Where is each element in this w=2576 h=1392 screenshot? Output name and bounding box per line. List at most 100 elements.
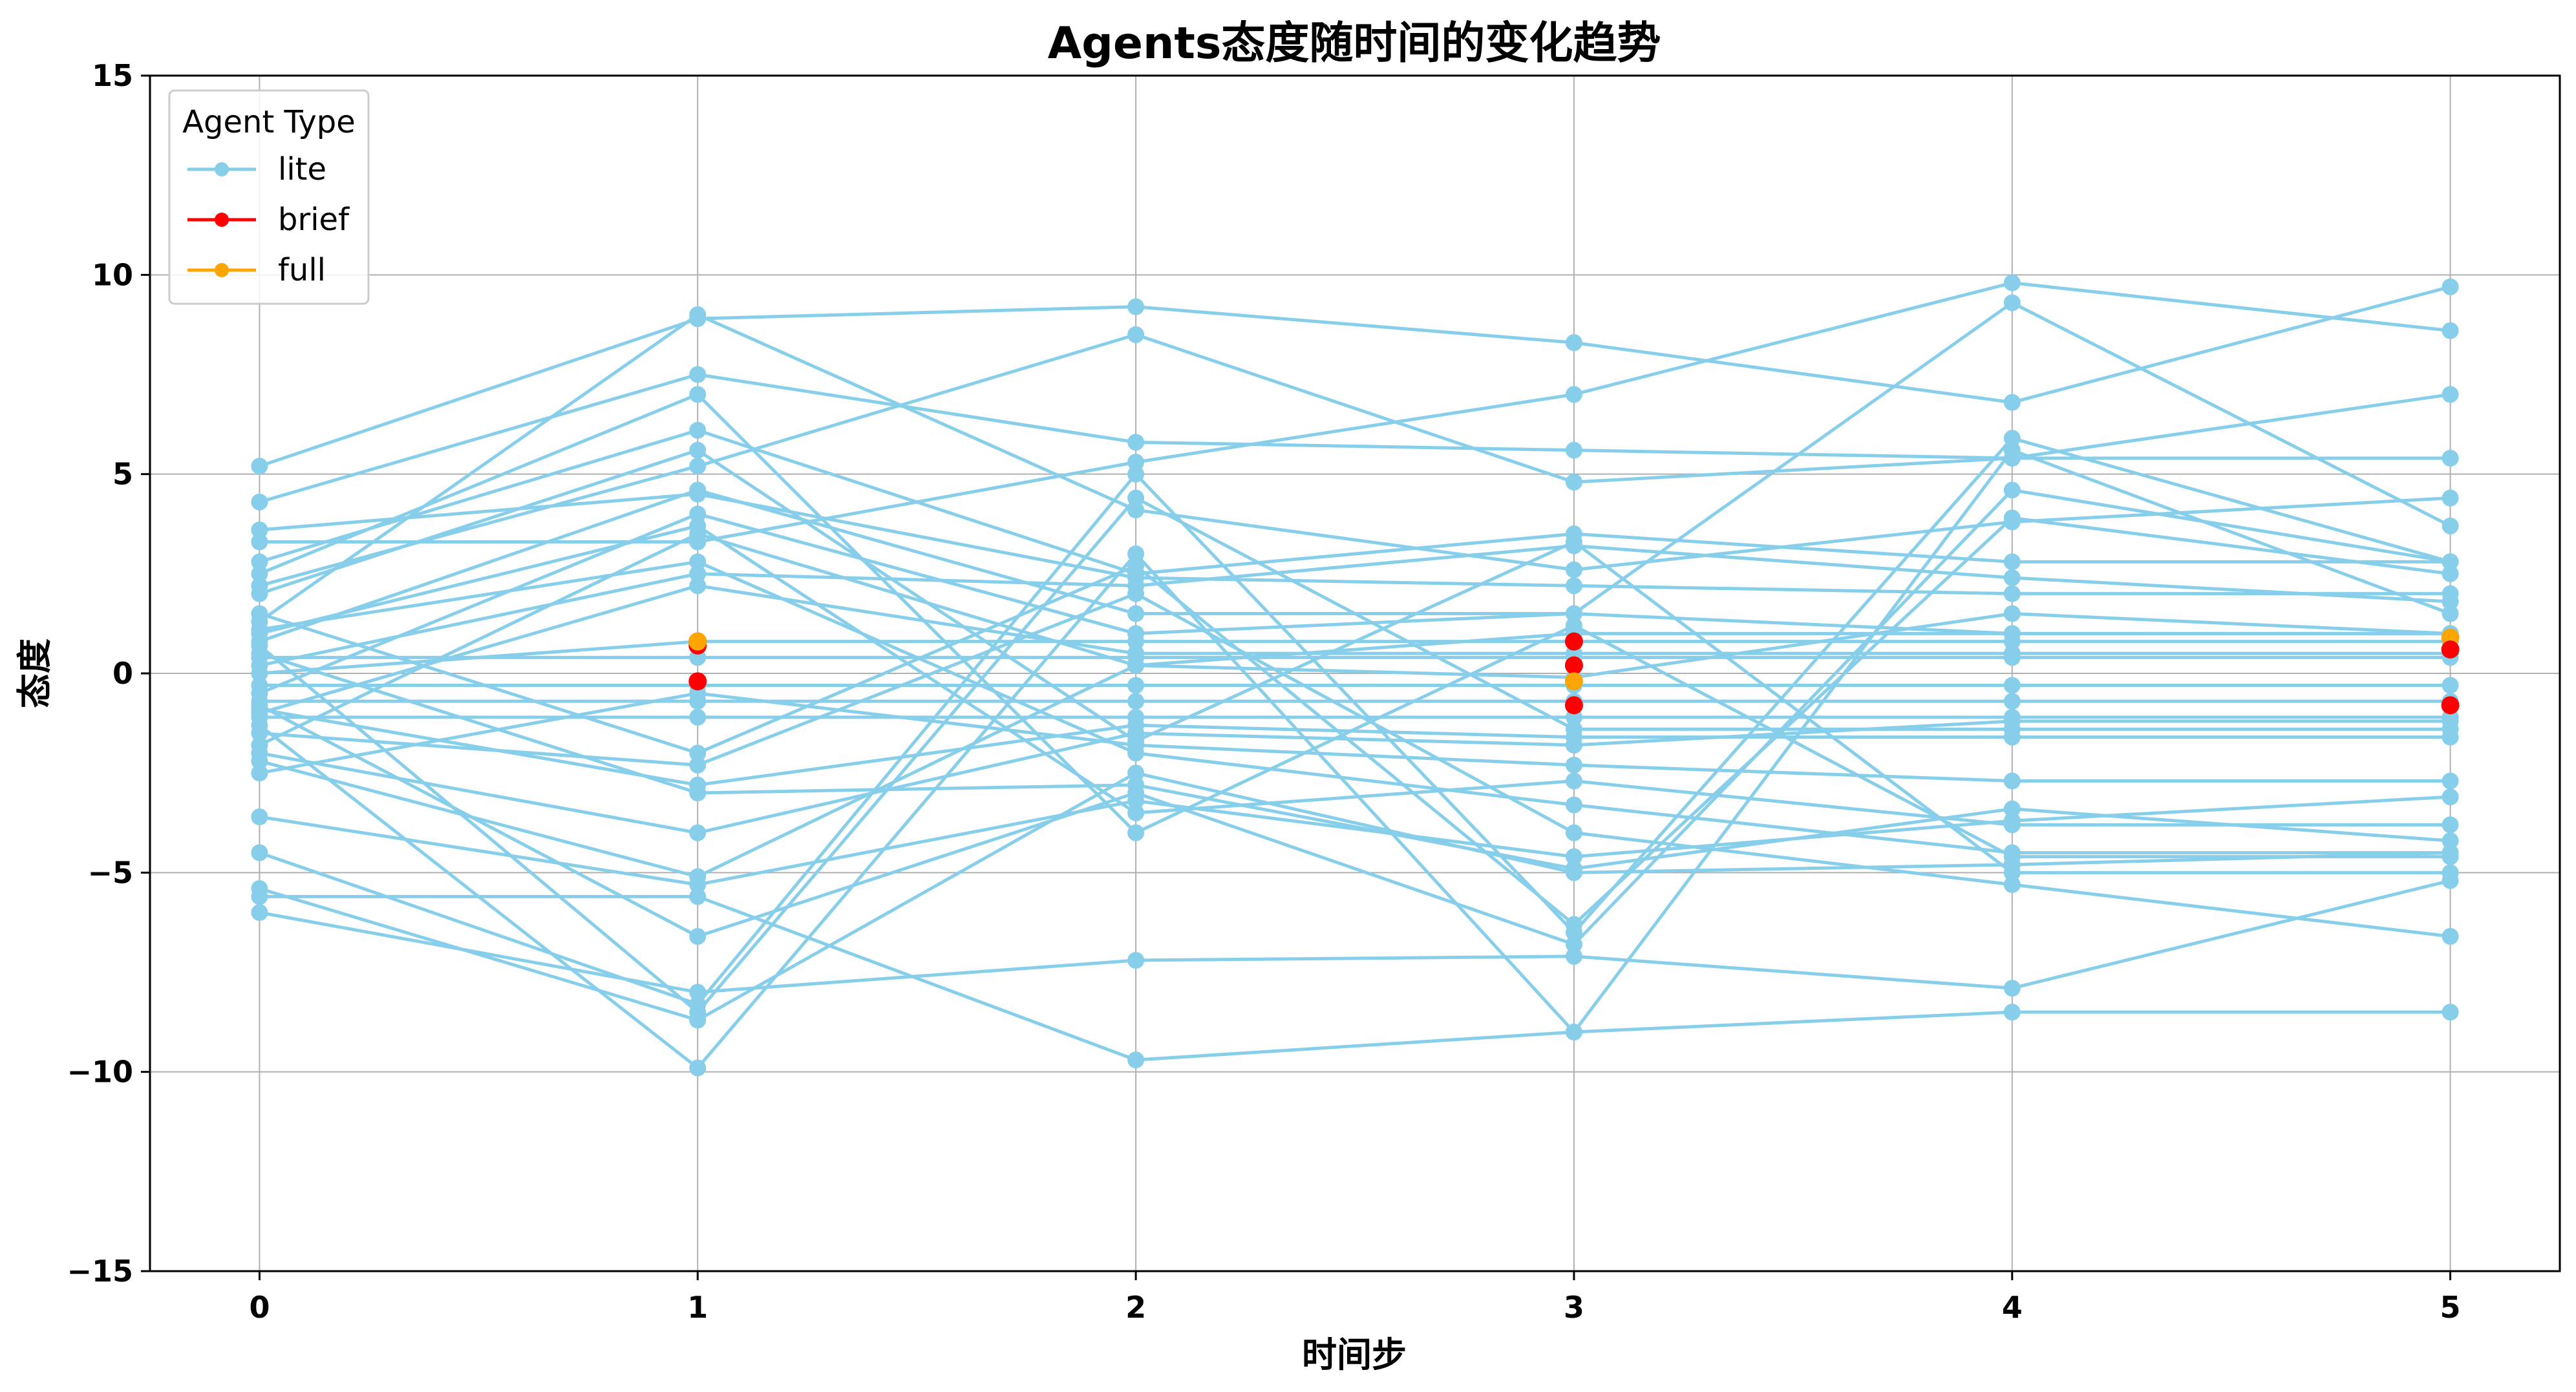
highlight-point-full-3 — [688, 632, 707, 651]
series-point-7-4 — [2003, 569, 2021, 586]
series-point-13-2 — [1127, 465, 1145, 483]
series-point-4-1 — [689, 458, 707, 475]
series-point-15-2 — [1127, 1051, 1145, 1069]
series-point-0-0 — [251, 458, 268, 475]
series-point-33-4 — [2003, 816, 2021, 834]
series-line-17 — [259, 516, 2451, 926]
series-point-31-2 — [1127, 489, 1145, 507]
series-point-19-2 — [1127, 785, 1145, 801]
y-axis-label: 态度 — [14, 638, 55, 708]
x-tick-label-2: 2 — [1125, 1290, 1146, 1325]
series-point-33-3 — [1565, 772, 1582, 790]
series-point-14-2 — [1127, 765, 1145, 782]
series-line-21 — [259, 719, 2451, 835]
series-point-5-3 — [1565, 561, 1582, 578]
series-point-30-0 — [251, 724, 268, 742]
series-point-26-1 — [689, 708, 707, 726]
series-point-23-2 — [1127, 677, 1145, 694]
series-point-32-1 — [689, 868, 707, 885]
series-point-27-3 — [1565, 796, 1582, 814]
series-point-33-2 — [1127, 804, 1145, 821]
series-line-29 — [259, 448, 2451, 874]
series-point-24-4 — [2003, 693, 2021, 710]
legend-entry-lite: lite — [187, 151, 326, 187]
series-point-6-5 — [2442, 517, 2459, 534]
y-tick-label-0: −15 — [67, 1254, 133, 1289]
series-point-18-3 — [1565, 860, 1582, 878]
series-point-20-5 — [2442, 605, 2459, 622]
series-line-14 — [259, 771, 2451, 1022]
series-point-25-4 — [2003, 649, 2021, 666]
series-point-1-1 — [689, 366, 707, 383]
series-point-11-5 — [2442, 772, 2459, 790]
y-tick-label-1: −10 — [67, 1055, 133, 1090]
series-point-28-0 — [251, 522, 268, 538]
series-point-32-4 — [2003, 625, 2021, 642]
series-point-10-4 — [2003, 605, 2021, 622]
legend-entry-full: full — [187, 252, 326, 288]
series-point-5-2 — [1127, 501, 1145, 519]
series-point-34-5 — [2442, 728, 2459, 746]
legend-marker-lite — [215, 162, 229, 176]
series-point-16-2 — [1127, 952, 1145, 969]
series-point-0-3 — [1565, 334, 1582, 352]
series-point-33-1 — [689, 517, 707, 534]
series-point-28-3 — [1565, 577, 1582, 595]
series-point-5-1 — [689, 306, 707, 323]
series-point-29-5 — [2442, 864, 2459, 881]
series-point-20-2 — [1127, 545, 1145, 562]
series-point-28-4 — [2003, 585, 2021, 602]
highlight-point-brief-2 — [688, 672, 707, 691]
series-point-15-0 — [251, 888, 268, 905]
series-point-7-1 — [689, 565, 707, 582]
series-point-16-3 — [1565, 947, 1582, 965]
highlight-point-brief-4 — [1564, 632, 1583, 651]
series-point-29-2 — [1127, 732, 1145, 750]
series-point-12-0 — [251, 808, 268, 825]
series-point-13-4 — [2003, 430, 2021, 447]
series-point-28-5 — [2442, 585, 2459, 602]
series-point-22-2 — [1127, 633, 1145, 650]
series-lines — [258, 281, 2451, 1070]
series-point-19-4 — [2003, 481, 2021, 499]
series-line-9 — [259, 584, 2451, 715]
series-point-5-5 — [2442, 489, 2459, 507]
series-point-35-1 — [689, 386, 707, 403]
series-point-16-1 — [689, 984, 707, 1001]
legend-label-brief: brief — [278, 202, 350, 238]
highlight-points — [688, 628, 2460, 715]
series-point-35-2 — [1127, 824, 1145, 841]
series-point-34-3 — [1565, 728, 1582, 746]
series-line-31 — [258, 496, 2451, 1014]
series-line-20 — [258, 448, 2451, 1070]
series-point-17-5 — [2442, 565, 2459, 582]
legend-title: Agent Type — [182, 104, 356, 140]
series-point-35-4 — [2003, 848, 2021, 865]
series-point-17-0 — [251, 605, 268, 622]
series-point-6-2 — [1127, 605, 1145, 622]
series-point-26-4 — [2003, 708, 2021, 726]
x-tick-label-5: 5 — [2440, 1290, 2461, 1325]
series-point-8-3 — [1565, 605, 1582, 622]
x-tick-label-3: 3 — [1564, 1290, 1584, 1325]
series-point-3-1 — [689, 421, 707, 439]
series-point-31-0 — [251, 637, 268, 654]
series-line-10 — [259, 532, 2451, 747]
y-tick-label-2: −5 — [87, 855, 133, 890]
series-point-35-0 — [251, 565, 268, 582]
series-point-28-2 — [1127, 569, 1145, 586]
series-point-23-0 — [251, 677, 268, 694]
series-point-2-4 — [2003, 274, 2021, 291]
series-line-5 — [259, 313, 2451, 623]
series-point-2-0 — [251, 533, 268, 551]
series-point-2-3 — [1565, 386, 1582, 403]
series-line-16 — [259, 879, 2451, 994]
series-point-22-0 — [251, 665, 268, 682]
series-point-15-1 — [689, 888, 707, 905]
series-point-15-4 — [2003, 1004, 2021, 1021]
x-tick-label-0: 0 — [249, 1290, 270, 1325]
series-point-25-0 — [251, 649, 268, 666]
series-point-27-2 — [1127, 744, 1145, 762]
